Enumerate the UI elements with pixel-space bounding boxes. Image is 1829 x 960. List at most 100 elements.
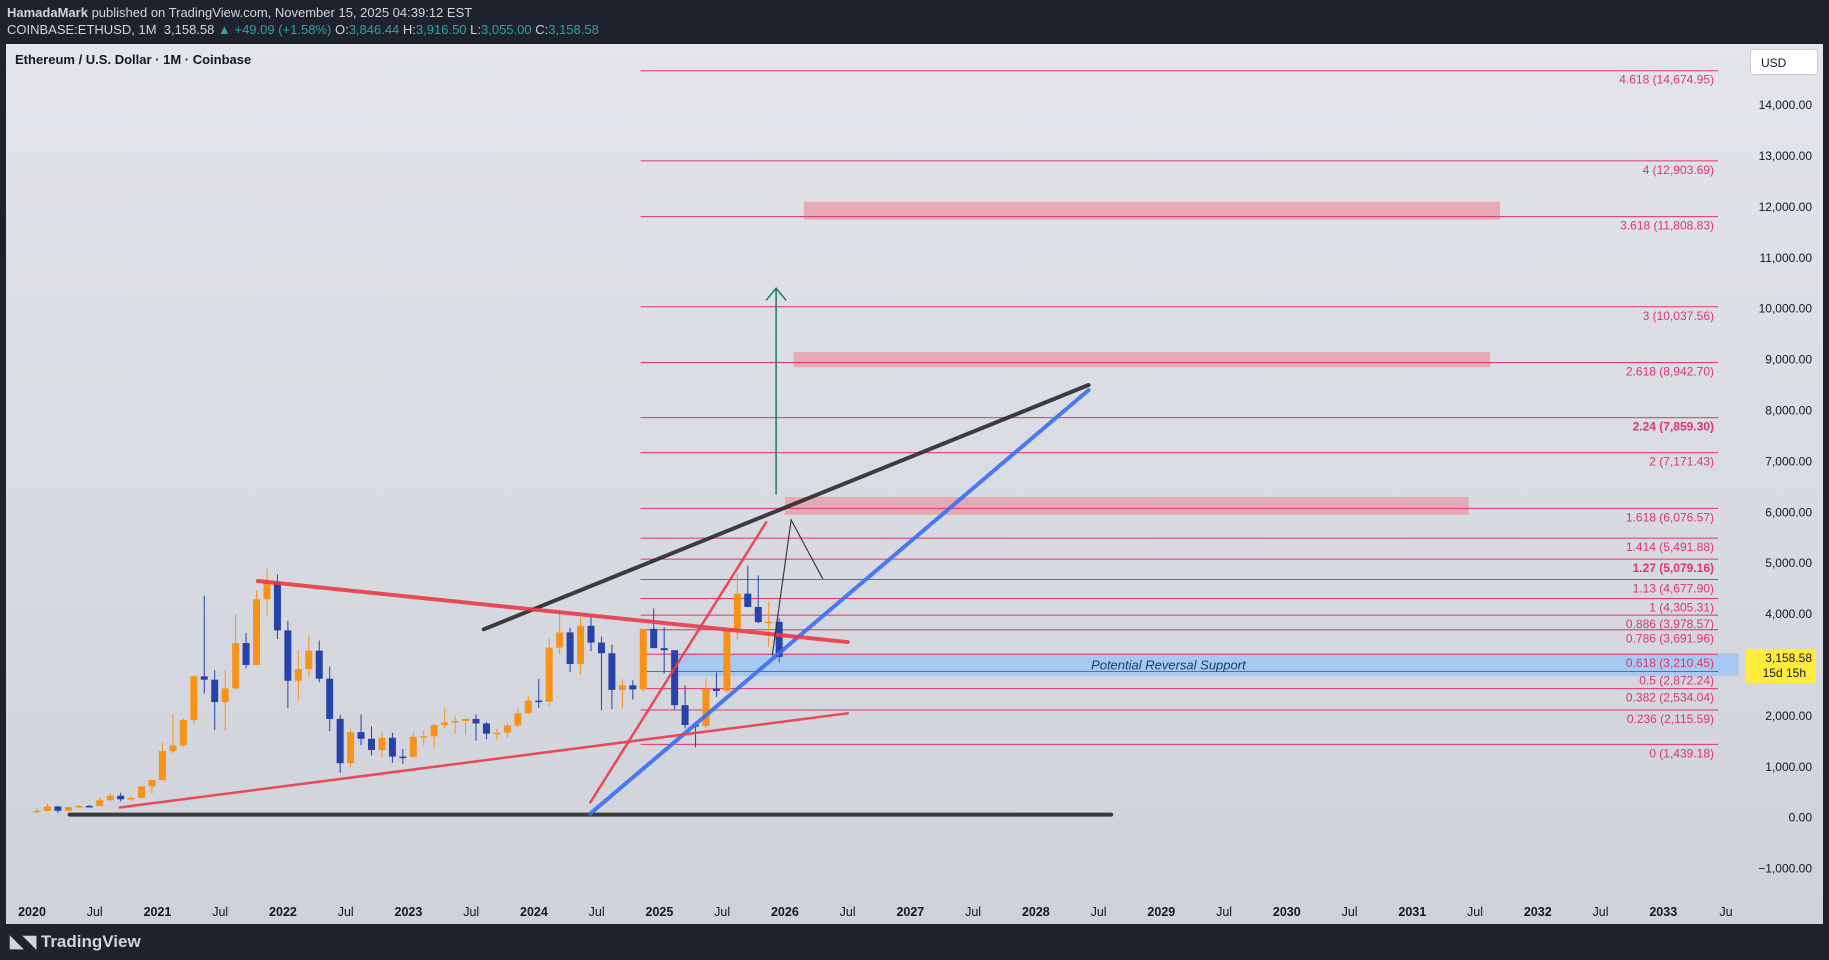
x-tick-label: Jul [840, 905, 856, 919]
close-label: C: [535, 22, 549, 37]
fib-label-3: 3 (10,037.56) [1643, 309, 1714, 323]
candle-body [190, 676, 198, 720]
fib-label-4: 4 (12,903.69) [1643, 163, 1714, 177]
candle-body [629, 685, 637, 690]
candle-body [117, 795, 125, 800]
candle-body [263, 581, 271, 600]
currency-button[interactable]: USD [1750, 49, 1818, 75]
y-tick-label: 5,000.00 [1765, 556, 1812, 570]
support-zone [678, 653, 1739, 677]
candle-body [242, 643, 250, 665]
candle-body [64, 807, 72, 811]
candle-body [712, 688, 720, 691]
candle-body [514, 713, 522, 726]
x-tick-label: Jul [714, 905, 730, 919]
open-label: O: [334, 22, 349, 37]
candle-body [660, 648, 668, 651]
y-tick-label: 13,000.00 [1759, 149, 1813, 163]
candle-body [702, 688, 710, 727]
trendline-projection [771, 517, 824, 656]
candle-body [336, 718, 344, 764]
candle-body [765, 621, 773, 624]
symbol-interval: COINBASE:ETHUSD, 1M [7, 22, 157, 37]
candle-body [211, 679, 219, 703]
high-label: H: [402, 22, 416, 37]
trendline-red-steep [589, 521, 768, 804]
candle-body [545, 647, 553, 702]
candle-body [368, 738, 376, 750]
tradingview-logo-text: TradingView [40, 932, 141, 951]
candle-body [158, 750, 166, 780]
support-zone-label: Potential Reversal Support [1091, 658, 1247, 673]
candle-body [399, 756, 407, 759]
fib-label-4.618: 4.618 (14,674.95) [1619, 73, 1714, 87]
x-tick-label: Jul [338, 905, 354, 919]
candle-body [587, 625, 595, 643]
candle-body [441, 722, 449, 726]
candle-body [566, 632, 574, 664]
x-tick-label: 2033 [1649, 905, 1677, 919]
candle-body [127, 798, 135, 800]
x-tick-label: 2021 [144, 905, 172, 919]
candle-body [75, 805, 83, 808]
candle-body [775, 621, 783, 657]
chart-area[interactable]: 4.618 (14,674.95) 4 (12,903.69) 3.618 (11,… [6, 44, 1823, 924]
x-tick-label: 2020 [18, 905, 46, 919]
x-tick-label: 2024 [520, 905, 548, 919]
fib-label-1.27: 1.27 (5,079.16) [1633, 561, 1714, 575]
candle-body [54, 806, 62, 811]
candle-body [608, 653, 616, 690]
high-value: 3,916.50 [415, 22, 467, 37]
y-tick-label: 14,000.00 [1759, 98, 1813, 112]
x-tick-label: Jul [589, 905, 605, 919]
candle-body [273, 581, 281, 631]
fib-label-0.236: 0.236 (2,115.59) [1627, 712, 1714, 726]
candle-body [409, 736, 417, 757]
y-tick-label: 8,000.00 [1765, 403, 1812, 417]
trendline-red-lower [118, 712, 849, 809]
publish-date: published on TradingView.com, November 1… [91, 5, 473, 20]
fib-label-0.786: 0.786 (3,691.96) [1626, 632, 1714, 646]
x-tick-label: Jul [463, 905, 479, 919]
candle-body [347, 732, 355, 764]
candle-body [305, 650, 313, 670]
publisher-name[interactable]: HamadaMark [7, 5, 88, 20]
x-tick-label: Jul [1593, 905, 1609, 919]
trendline-blue-channel [588, 388, 1091, 816]
close-value: 3,158.58 [548, 22, 599, 37]
ohlc-line: COINBASE:ETHUSD, 1M 3,158.58 ▲ +49.09 (+… [7, 22, 599, 37]
fib-label-1.13: 1.13 (4,677.90) [1633, 582, 1714, 596]
y-tick-label: 0.00 [1789, 811, 1813, 825]
x-tick-label: Ju [1719, 905, 1732, 919]
y-tick-label: −1,000.00 [1758, 862, 1812, 876]
price-tag-countdown: 15d 15h [1763, 666, 1806, 680]
candle-body [618, 685, 626, 690]
fib-label-0: 0 (1,439.18) [1649, 746, 1714, 760]
resistance-zone-0 [803, 201, 1501, 220]
candle-body [671, 650, 679, 706]
fib-label-2.618: 2.618 (8,942.70) [1626, 364, 1714, 378]
x-tick-label: 2029 [1147, 905, 1175, 919]
fib-label-0.382: 0.382 (2,534.04) [1626, 691, 1714, 705]
last-price: 3,158.58 [163, 22, 215, 37]
candle-body [733, 593, 741, 630]
x-tick-label: Jul [965, 905, 981, 919]
price-tag-value: 3,158.58 [1765, 651, 1812, 665]
price-chart[interactable]: 4.618 (14,674.95) 4 (12,903.69) 3.618 (11,… [6, 44, 1823, 924]
candle-body [232, 643, 240, 689]
resistance-zone-1 [793, 351, 1491, 368]
x-tick-label: 2022 [269, 905, 297, 919]
candle-body [326, 678, 334, 719]
x-tick-label: Jul [1091, 905, 1107, 919]
candle-body [430, 725, 438, 737]
open-value: 3,846.44 [348, 22, 400, 37]
low-value: 3,055.00 [481, 22, 532, 37]
candle-body [535, 700, 543, 703]
tradingview-logo[interactable]: ◣◥ TradingView [10, 932, 141, 952]
candle-body [451, 720, 459, 723]
x-tick-label: Jul [212, 905, 228, 919]
y-tick-label: 6,000.00 [1765, 505, 1812, 519]
trendline-red-upper [255, 578, 850, 645]
y-tick-label: 7,000.00 [1765, 454, 1812, 468]
candle-body [33, 810, 41, 813]
